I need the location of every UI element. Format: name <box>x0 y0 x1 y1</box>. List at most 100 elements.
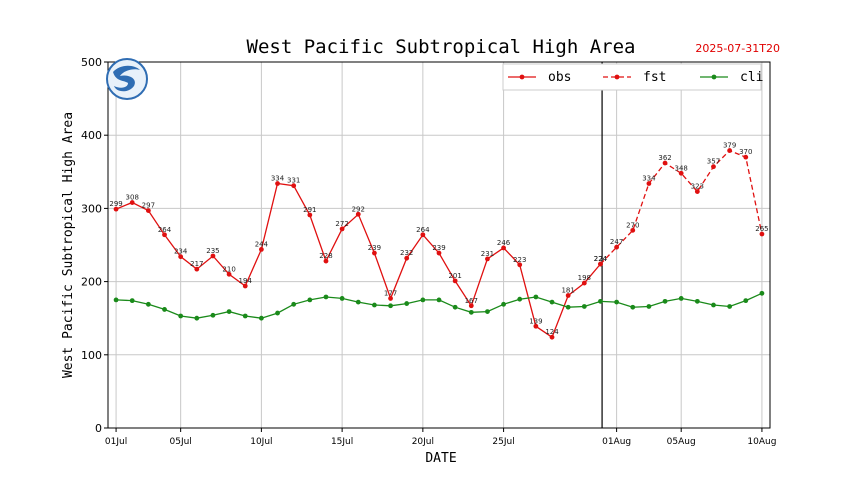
data-point-obs <box>194 266 200 272</box>
data-point-obs <box>565 293 571 298</box>
data-point-cli <box>339 296 345 301</box>
data-point-obs <box>258 246 264 252</box>
data-point-cli <box>501 301 506 307</box>
x-tick-label: 15Jul <box>331 437 353 447</box>
data-point-fst <box>598 261 603 267</box>
data-point-cli <box>678 296 684 301</box>
y-tick-label: 500 <box>81 56 102 69</box>
data-point-cli <box>436 297 442 303</box>
data-point-obs <box>468 303 474 309</box>
legend-label-cli: cli <box>740 70 763 85</box>
series-line-fst <box>600 149 763 265</box>
data-label-obs: 239 <box>432 244 445 252</box>
data-label-fst: 379 <box>723 142 736 150</box>
y-tick-label: 0 <box>95 422 102 435</box>
data-point-cli <box>145 301 151 307</box>
data-label-fst: 348 <box>675 164 688 172</box>
data-label-obs: 167 <box>465 297 478 305</box>
y-tick-label: 200 <box>81 276 102 289</box>
chart-title: West Pacific Subtropical High Area <box>247 36 636 58</box>
data-label-obs: 217 <box>190 260 203 268</box>
data-label-obs: 181 <box>561 287 574 295</box>
data-label-obs: 308 <box>126 194 139 202</box>
data-point-fst <box>743 154 749 160</box>
data-point-cli <box>662 298 668 304</box>
x-tick-label: 05Jul <box>170 437 192 447</box>
data-label-obs: 291 <box>303 206 316 214</box>
data-label-obs: 331 <box>287 177 300 185</box>
data-point-cli <box>194 315 200 321</box>
x-tick-label: 01Jul <box>105 437 127 447</box>
data-label-obs: 201 <box>448 272 461 280</box>
data-label-fst: 362 <box>658 154 671 162</box>
data-label-obs: 231 <box>481 250 494 258</box>
data-point-fst <box>662 160 668 166</box>
data-point-cli <box>630 304 636 310</box>
data-point-obs <box>355 211 361 217</box>
data-label-obs: 244 <box>255 240 269 248</box>
y-tick-label: 400 <box>81 129 102 142</box>
data-point-obs <box>372 250 377 256</box>
data-point-fst <box>678 170 684 176</box>
data-point-cli <box>291 301 297 307</box>
data-label-fst: 357 <box>707 158 720 166</box>
data-label-obs: 264 <box>416 226 430 234</box>
data-label-obs: 198 <box>578 274 591 282</box>
data-point-obs <box>145 208 151 213</box>
data-point-cli <box>598 298 603 304</box>
data-point-obs <box>226 271 232 277</box>
data-point-obs <box>242 283 248 289</box>
data-point-cli <box>452 304 458 310</box>
data-point-cli <box>388 303 393 309</box>
data-point-cli <box>372 302 377 308</box>
data-label-fst: 265 <box>755 225 768 233</box>
legend: obs fst cli <box>502 63 763 91</box>
data-point-fst <box>646 181 652 186</box>
data-point-cli <box>162 307 167 312</box>
data-point-fst <box>727 148 733 153</box>
data-label-obs: 334 <box>271 175 285 183</box>
x-tick-label: 10Aug <box>747 437 776 447</box>
data-label-obs: 139 <box>529 317 542 325</box>
plot-frame <box>107 61 771 429</box>
data-point-cli <box>468 309 474 315</box>
data-label-fst: 323 <box>691 183 704 191</box>
data-point-cli <box>307 297 313 303</box>
data-point-obs <box>129 200 135 205</box>
data-point-cli <box>210 312 216 318</box>
data-point-obs <box>210 253 216 259</box>
data-point-obs <box>533 323 539 329</box>
data-label-obs: 210 <box>222 265 235 273</box>
data-label-obs: 297 <box>142 202 155 210</box>
data-point-obs <box>275 181 280 186</box>
legend-label-fst: fst <box>643 70 666 85</box>
data-point-obs <box>404 255 410 261</box>
data-point-obs <box>388 296 393 301</box>
data-point-obs <box>420 232 426 238</box>
data-point-cli <box>178 313 184 319</box>
data-label-obs: 228 <box>319 252 332 260</box>
data-point-cli <box>242 313 248 319</box>
data-point-cli <box>258 315 264 321</box>
data-point-obs <box>291 183 297 189</box>
y-tick-label: 300 <box>81 202 102 215</box>
data-point-cli <box>646 304 652 309</box>
data-label-fst: 247 <box>610 238 623 246</box>
data-point-cli <box>581 304 587 309</box>
data-label-obs: 224 <box>594 255 608 263</box>
x-tick-label: 20Jul <box>412 437 434 447</box>
data-point-cli <box>129 298 135 304</box>
data-label-obs: 235 <box>206 247 219 255</box>
x-axis-label: DATE <box>425 451 456 466</box>
data-point-obs <box>452 278 458 284</box>
y-axis-label: West Pacific Subtropical High Area <box>61 112 76 378</box>
data-label-fst: 334 <box>642 175 656 183</box>
data-point-cli <box>565 304 571 310</box>
data-point-obs <box>517 262 523 268</box>
data-point-cli <box>355 299 361 305</box>
x-tick-label: 25Jul <box>492 437 514 447</box>
x-axis: 01Jul 05Jul 10Jul 15Jul 20Jul 25Jul 01Aug 05Aug… <box>105 428 776 447</box>
data-label-obs: 234 <box>174 248 188 256</box>
